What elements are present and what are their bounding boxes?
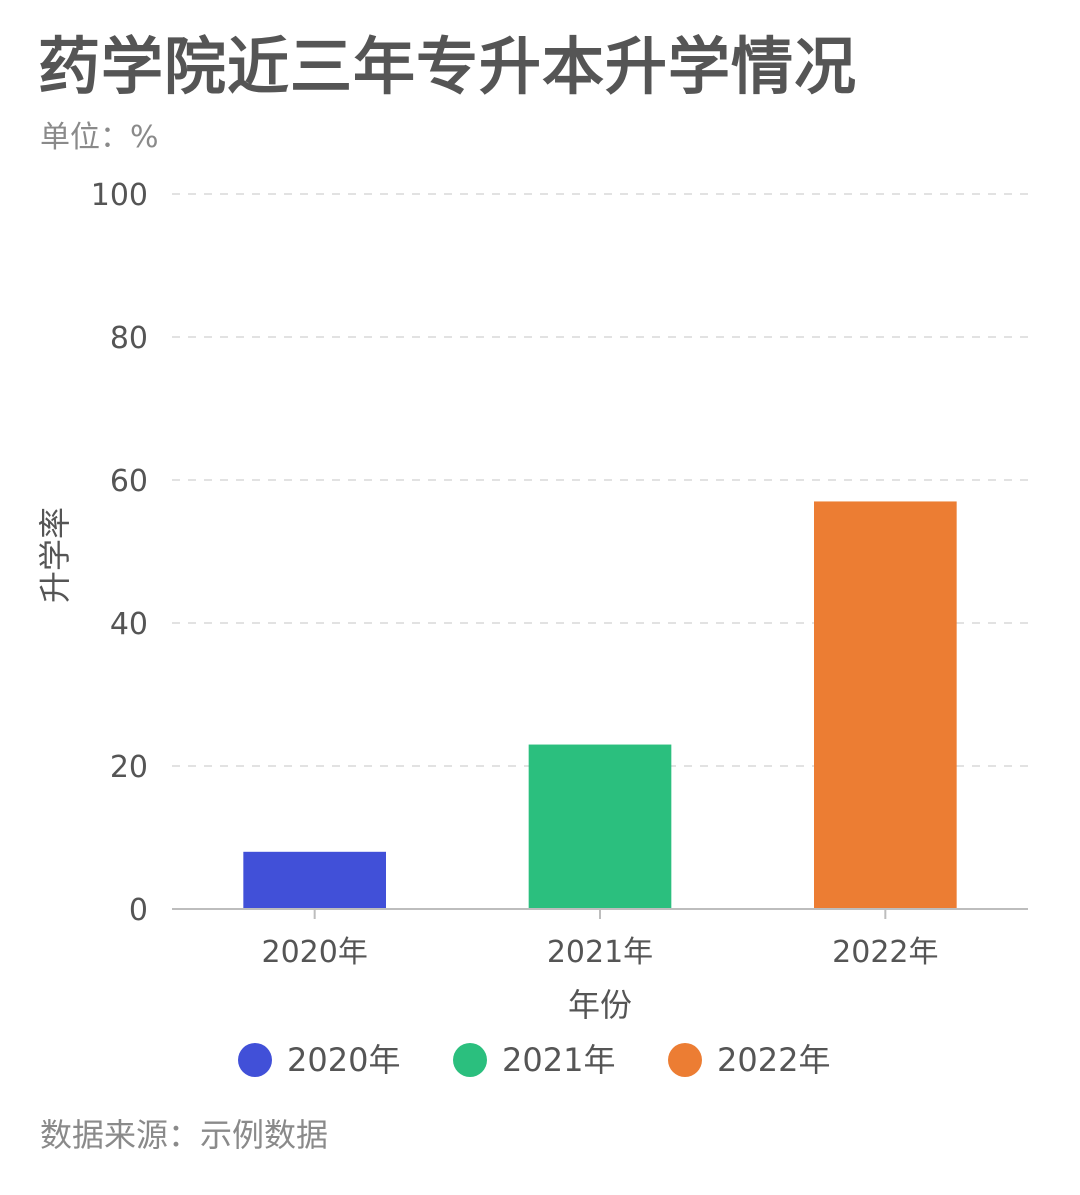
legend-label[interactable]: 2020年	[287, 1041, 400, 1079]
bar-1[interactable]	[243, 851, 386, 909]
x-tick-label: 2021年	[547, 935, 653, 970]
bar-3[interactable]	[814, 501, 957, 909]
y-axis-ticks: 0 20 40 60 80 100	[91, 178, 148, 928]
y-tick-label: 40	[110, 607, 148, 642]
x-axis: 2020年 2021年 2022年	[172, 908, 1028, 970]
unit-label: 单位：%	[40, 120, 159, 155]
y-tick-label: 80	[110, 321, 148, 356]
legend-marker[interactable]	[668, 1043, 702, 1077]
y-tick-label: 0	[129, 893, 148, 928]
y-tick-label: 20	[110, 750, 148, 785]
x-axis-title: 年份	[568, 986, 632, 1024]
x-tick-label: 2022年	[832, 935, 938, 970]
x-tick-label: 2020年	[261, 935, 367, 970]
legend-label[interactable]: 2021年	[502, 1041, 615, 1079]
bar-2[interactable]	[528, 744, 672, 909]
legend: 2020年 2021年 2022年	[238, 1041, 830, 1079]
bars	[243, 501, 957, 909]
legend-label[interactable]: 2022年	[717, 1041, 830, 1079]
legend-marker[interactable]	[238, 1043, 272, 1077]
chart-title: 药学院近三年专升本升学情况	[38, 30, 858, 103]
y-tick-label: 100	[91, 178, 148, 213]
data-source-note: 数据来源：示例数据	[40, 1116, 329, 1154]
y-axis-title: 升学率	[36, 507, 74, 603]
y-tick-label: 60	[110, 464, 148, 499]
legend-marker[interactable]	[453, 1043, 487, 1077]
